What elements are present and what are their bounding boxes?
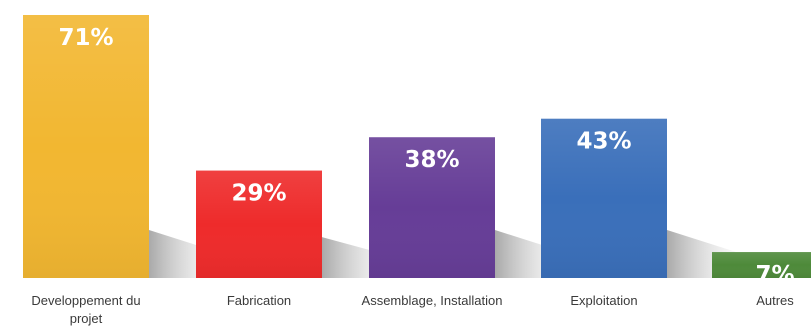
category-label: Assemblage, Installation — [362, 293, 503, 308]
bar-sheen — [369, 137, 495, 278]
data-label: 38% — [404, 147, 459, 173]
value-labels-group: 71% 29% 38% 43% 7% — [58, 25, 794, 288]
data-label: 71% — [58, 25, 113, 51]
category-label: Fabrication — [227, 293, 291, 308]
bar-sheen — [541, 118, 667, 278]
bar-sheen — [23, 15, 149, 278]
bars-group — [23, 15, 811, 278]
bar-sheen — [196, 170, 322, 278]
category-label: Exploitation — [570, 293, 637, 308]
bar-sheen — [712, 252, 811, 278]
category-label: Developpement du projet — [31, 293, 140, 326]
data-label: 29% — [231, 181, 286, 207]
data-label: 7% — [755, 262, 794, 288]
data-label: 43% — [576, 129, 631, 155]
category-labels-group: Developpement du projet Fabrication Assembl… — [31, 293, 794, 326]
category-label: Autres — [756, 293, 794, 308]
